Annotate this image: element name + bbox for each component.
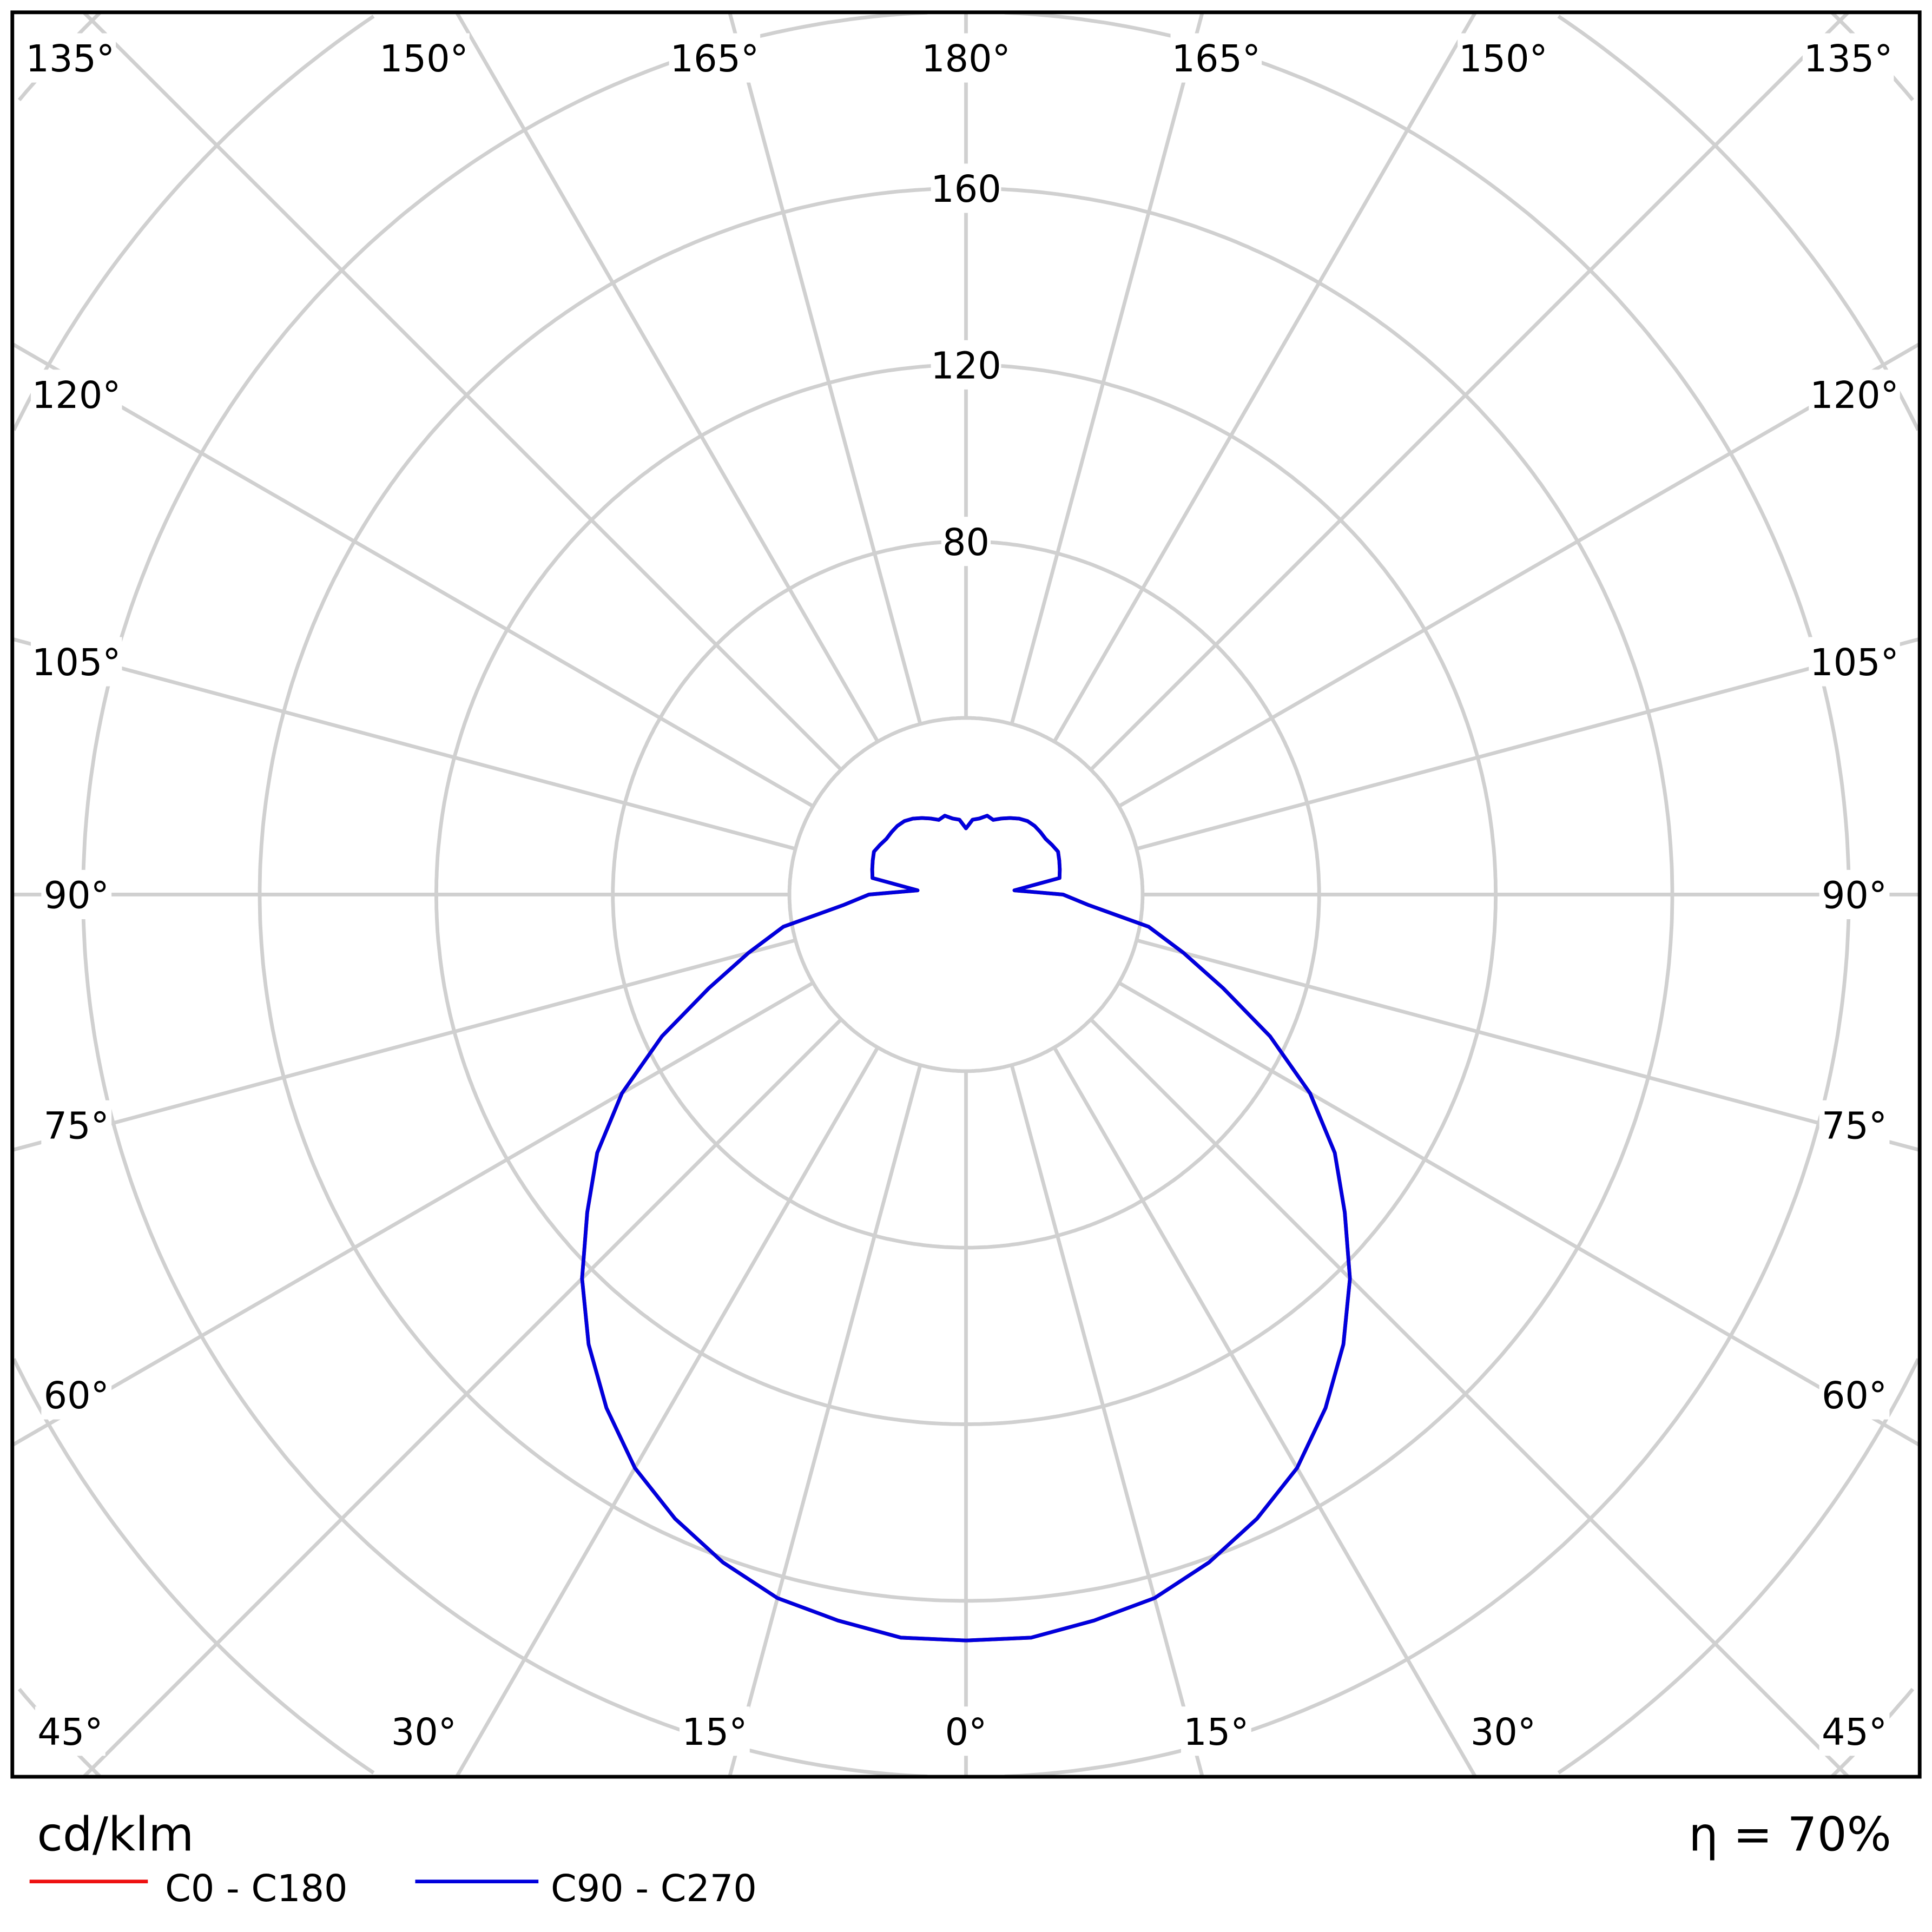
radial-tick-label: 120 [931,345,1001,387]
legend-label-c90-c270: C90 - C270 [551,1868,757,1910]
angle-label: 105° [1810,642,1899,684]
legend: C0 - C180 C90 - C270 [29,1868,757,1910]
grid-spoke [1118,342,1921,808]
unit-label: cd/klm [37,1808,194,1862]
grid-spoke [1052,1046,1477,1778]
angle-label: 90° [44,874,109,917]
grid-spoke [728,11,922,725]
label-bg [669,33,761,83]
label-bg [378,33,470,83]
label-bg [1809,637,1900,687]
label-bg [1458,33,1549,83]
angle-label: 120° [1810,374,1899,417]
grid-spoke [1136,938,1921,1152]
grid-spoke [728,1064,922,1777]
curves [580,814,1352,1643]
label-bg [931,340,1001,390]
grid-spoke [82,1018,843,1778]
label-bg [941,517,991,566]
angle-label: 0° [945,1711,987,1754]
angle-label: 60° [44,1375,109,1417]
angle-label: 15° [682,1711,747,1754]
grid-spoke [11,342,814,808]
label-bg [388,1706,459,1756]
legend-label-c0-c180: C0 - C180 [165,1868,347,1910]
label-bg [1809,370,1900,419]
label-bg [1819,1100,1890,1150]
angle-label: 45° [37,1711,103,1754]
polar-grid [11,10,1921,1779]
angle-label: 15° [1183,1711,1249,1754]
angle-label: 30° [391,1711,457,1754]
angle-label: 75° [1822,1105,1887,1148]
angle-label: 45° [1822,1711,1887,1754]
angle-label: 90° [1822,874,1887,917]
grid-spoke [1136,637,1921,851]
grid-spoke [1089,1018,1850,1778]
angle-label: 165° [1172,38,1261,81]
angle-label: 60° [1822,1375,1887,1417]
angle-label: 135° [1804,38,1893,81]
label-bg [41,869,112,919]
angle-label: 135° [26,38,115,81]
label-bg [41,1100,112,1150]
label-bg [1819,1370,1890,1420]
label-bg [24,33,116,83]
grid-ring-240 [12,15,375,431]
angle-label: 105° [32,642,121,684]
label-bg [41,1370,112,1420]
grid-ring-240 [1557,1358,1920,1775]
label-bg [679,1706,750,1756]
efficiency-label: η = 70% [1689,1808,1891,1862]
label-bg [1819,1706,1890,1756]
grid-spoke [1010,11,1204,725]
grid-spoke [1052,11,1477,743]
grid-spoke [11,981,814,1447]
radial-tick-label: 80 [942,522,990,564]
label-bg [1181,1706,1251,1756]
angle-label: 30° [1471,1711,1536,1754]
grid-spoke [11,637,796,851]
label-bg [1468,1706,1539,1756]
grid-ring-240 [12,1358,375,1775]
grid-spoke [11,938,796,1152]
label-bg [1802,33,1894,83]
grid-spoke [455,1046,880,1778]
angle-label: 120° [32,374,121,417]
label-bg [1819,869,1890,919]
grid-spoke [1118,981,1921,1447]
label-bg [941,1706,991,1756]
label-bg [35,1706,105,1756]
angle-label: 165° [670,38,760,81]
curve-c90-c270 [580,814,1352,1643]
label-bg [30,637,122,687]
angle-label: 75° [44,1105,109,1148]
radial-tick-label: 160 [931,168,1001,211]
angle-label: 180° [921,38,1011,81]
label-bg [30,370,122,419]
angle-label: 150° [1459,38,1548,81]
grid-spoke [455,11,880,743]
label-bg [1170,33,1262,83]
grid-spoke [82,11,843,772]
axis-labels: 135° 150° 165° 180° 165° 150° 135° 45° 30° 15° 0° 1… [24,33,1900,1756]
label-bg [931,163,1001,213]
grid-spoke [1089,11,1850,772]
grid-ring-240 [1557,15,1920,431]
plot-frame [10,10,1922,1779]
angle-label: 150° [379,38,469,81]
label-bg [920,33,1012,83]
grid-spoke [1010,1064,1204,1777]
